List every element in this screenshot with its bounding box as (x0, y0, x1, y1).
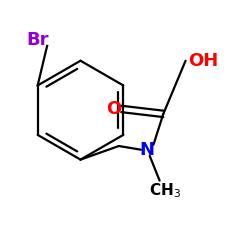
Text: Br: Br (26, 31, 48, 49)
Text: O: O (106, 100, 122, 118)
Text: OH: OH (188, 52, 218, 70)
Text: N: N (140, 141, 155, 159)
Text: CH$_3$: CH$_3$ (148, 181, 180, 200)
